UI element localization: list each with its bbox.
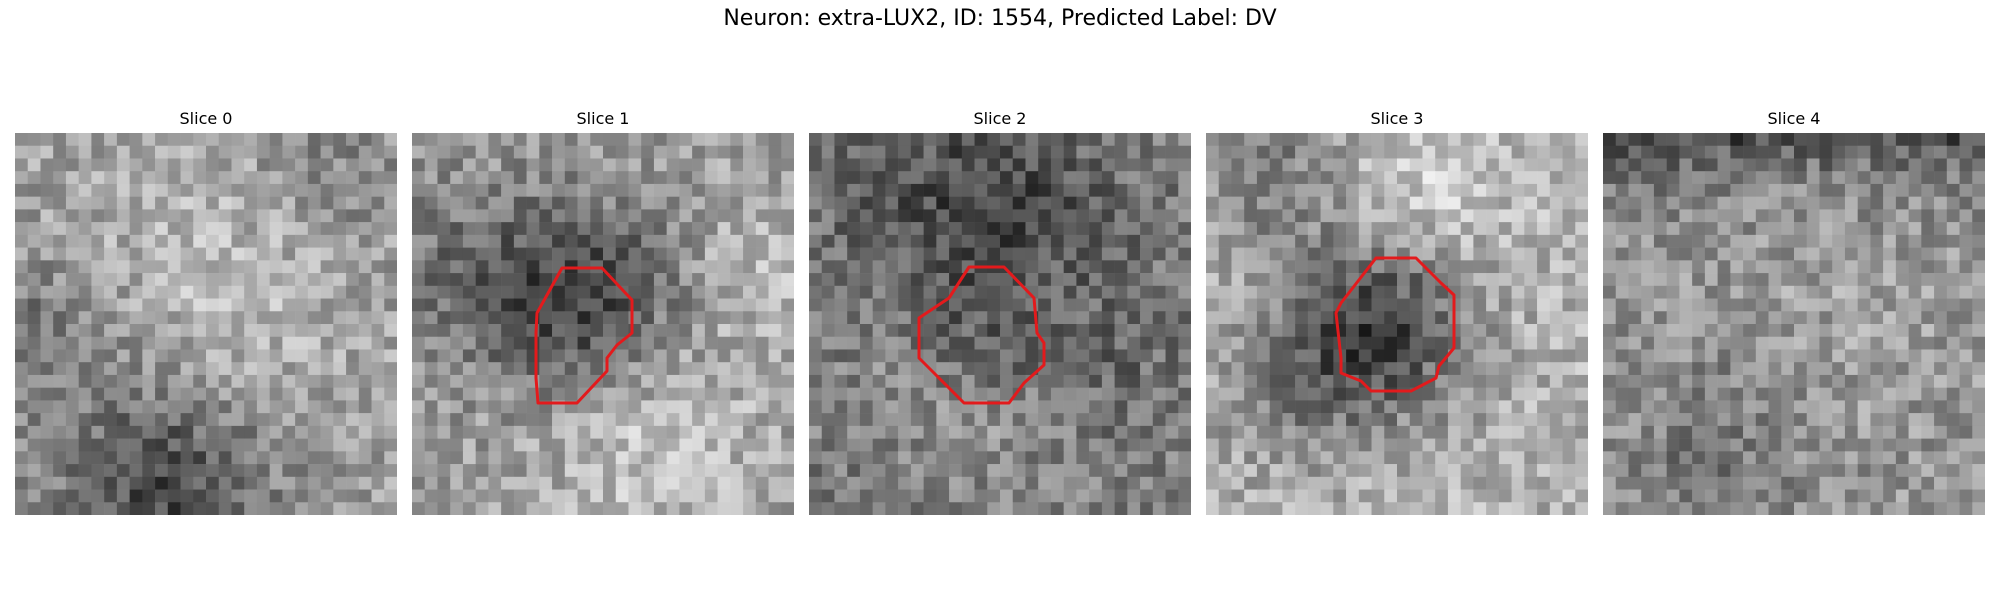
slice-image	[412, 133, 794, 515]
pixel-grid	[809, 133, 1191, 515]
slice-panel-3: Slice 3	[1206, 108, 1588, 515]
slice-panel-4: Slice 4	[1603, 108, 1985, 515]
slice-title: Slice 4	[1767, 109, 1821, 128]
slice-title: Slice 2	[973, 109, 1027, 128]
pixel-grid	[1603, 133, 1985, 515]
pixel-grid	[15, 133, 397, 515]
slice-image	[1206, 133, 1588, 515]
figure-title: Neuron: extra-LUX2, ID: 1554, Predicted …	[723, 6, 1277, 31]
roi-contour	[534, 266, 634, 405]
slice-title: Slice 1	[576, 109, 630, 128]
pixel-grid	[412, 133, 794, 515]
slice-image	[1603, 133, 1985, 515]
slice-title: Slice 3	[1370, 109, 1424, 128]
slice-image	[809, 133, 1191, 515]
slice-panel-0: Slice 0	[15, 108, 397, 515]
pixel-grid	[1206, 133, 1588, 515]
slice-panel-2: Slice 2	[809, 108, 1191, 515]
slice-image	[15, 133, 397, 515]
slice-title: Slice 0	[179, 109, 233, 128]
roi-contour	[1334, 256, 1456, 393]
roi-contour	[917, 265, 1046, 405]
slice-panel-1: Slice 1	[412, 108, 794, 515]
